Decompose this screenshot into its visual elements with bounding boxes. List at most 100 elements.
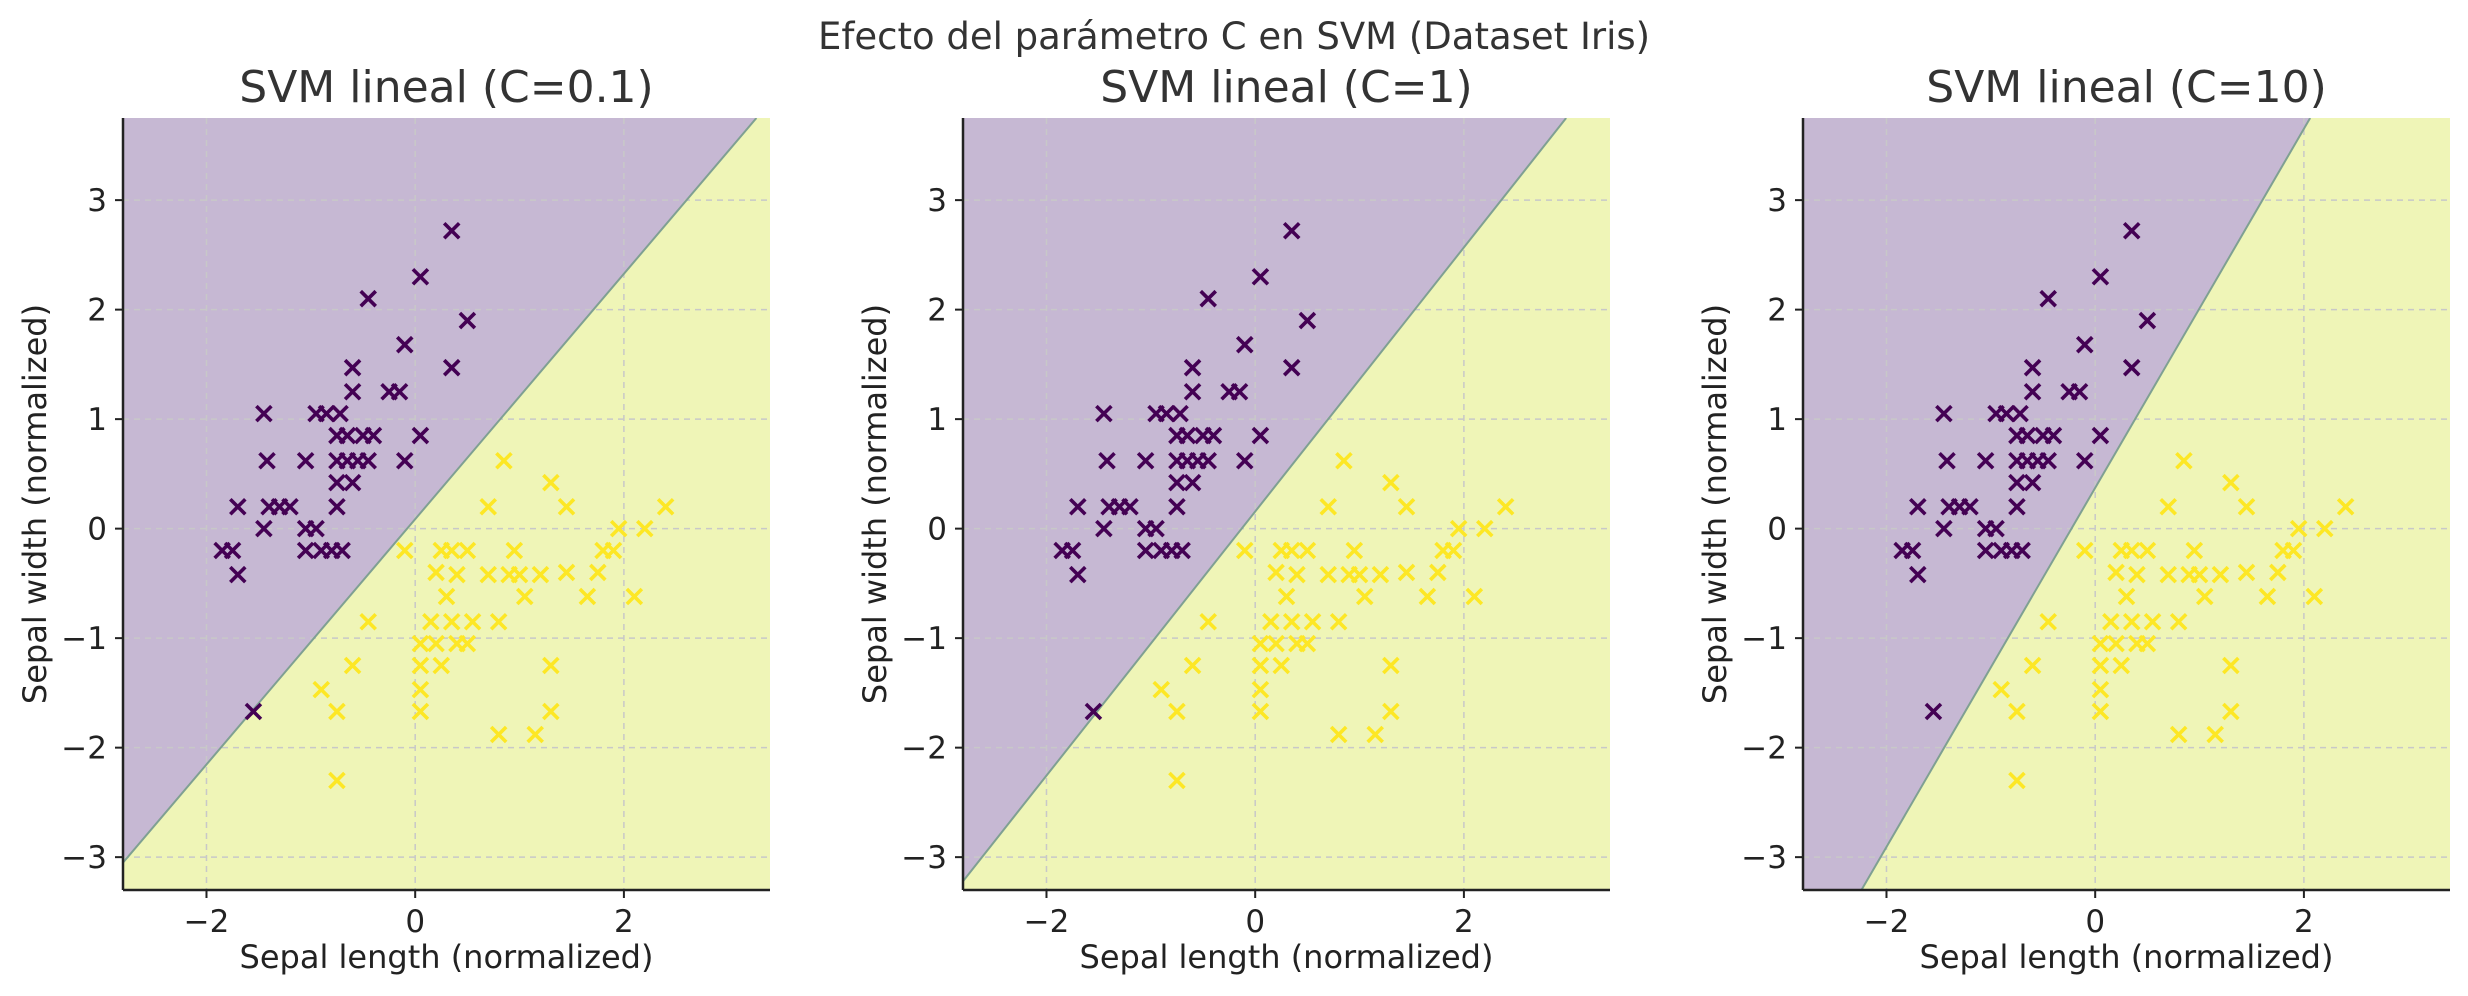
x-tick-label: −2 bbox=[1024, 904, 1070, 940]
data-point-class1 bbox=[2237, 563, 2256, 582]
data-point-class0 bbox=[255, 404, 273, 423]
y-tick-label: 1 bbox=[1767, 402, 1787, 438]
data-point-class1 bbox=[2039, 612, 2058, 631]
data-point-class1 bbox=[1267, 563, 1285, 582]
data-point-class1 bbox=[2091, 702, 2110, 721]
data-point-class1 bbox=[2159, 565, 2178, 584]
data-point-class0 bbox=[442, 358, 461, 377]
y-tick-label: −3 bbox=[1741, 840, 1787, 876]
data-point-class1 bbox=[1418, 587, 1437, 606]
y-tick-label: 1 bbox=[927, 402, 947, 438]
data-point-class1 bbox=[1329, 612, 1348, 631]
data-point-class1 bbox=[2258, 587, 2277, 606]
data-point-class1 bbox=[1199, 612, 1218, 631]
data-point-class0 bbox=[1095, 519, 1113, 538]
subplot-2: −2 0 2 −3 −2 −1 0 1 2 3 SVM lineal (C=1) Sepal leng… bbox=[856, 62, 1610, 976]
data-point-class1 bbox=[1496, 497, 1515, 516]
data-point-class1 bbox=[1449, 519, 1468, 538]
data-point-class0 bbox=[395, 335, 414, 354]
data-point-class0 bbox=[2008, 473, 2026, 492]
data-point-class0 bbox=[343, 473, 362, 492]
data-point-class1 bbox=[542, 702, 560, 721]
data-point-class1 bbox=[2195, 587, 2214, 606]
y-tick-label: −2 bbox=[61, 731, 107, 767]
y-tick-label: 3 bbox=[1767, 183, 1787, 219]
y-tick-label: −1 bbox=[1741, 621, 1787, 657]
data-point-class0 bbox=[2091, 426, 2110, 445]
data-point-class1 bbox=[1272, 656, 1291, 675]
data-point-class1 bbox=[2185, 541, 2204, 560]
region-class0 bbox=[1803, 118, 2311, 890]
data-point-class1 bbox=[2169, 612, 2188, 631]
x-tick-label: −2 bbox=[184, 904, 230, 940]
data-point-class1 bbox=[2284, 541, 2303, 560]
data-point-class1 bbox=[427, 563, 445, 582]
data-point-class0 bbox=[331, 404, 349, 423]
data-point-class1 bbox=[479, 565, 498, 584]
data-point-class1 bbox=[489, 725, 508, 744]
subplot-title: SVM lineal (C=10) bbox=[1926, 62, 2326, 113]
y-tick-label: 3 bbox=[927, 183, 947, 219]
data-point-class0 bbox=[1183, 382, 1202, 401]
data-point-class1 bbox=[422, 612, 440, 631]
data-point-class0 bbox=[1183, 473, 1202, 492]
x-tick-label: −2 bbox=[1864, 904, 1910, 940]
data-point-class1 bbox=[2128, 565, 2146, 584]
x-axis-label: Sepal length (normalized) bbox=[240, 938, 654, 976]
data-point-class1 bbox=[427, 634, 445, 653]
data-point-class1 bbox=[557, 563, 576, 582]
data-point-class1 bbox=[1288, 565, 1306, 584]
data-point-class0 bbox=[1976, 541, 1995, 560]
data-point-class0 bbox=[229, 497, 247, 516]
data-point-class1 bbox=[2206, 725, 2224, 744]
data-point-class0 bbox=[1298, 311, 1317, 330]
y-tick-label: 2 bbox=[87, 293, 107, 329]
data-point-class0 bbox=[2075, 335, 2094, 354]
x-axis-label: Sepal length (normalized) bbox=[1080, 938, 1494, 976]
data-point-class0 bbox=[328, 497, 346, 516]
data-point-class0 bbox=[1157, 404, 1176, 423]
data-point-class1 bbox=[609, 519, 628, 538]
data-point-class0 bbox=[2070, 382, 2089, 401]
data-point-class1 bbox=[1366, 725, 1384, 744]
data-point-class0 bbox=[2122, 358, 2141, 377]
data-point-class0 bbox=[307, 519, 325, 538]
data-point-class1 bbox=[395, 541, 414, 560]
data-point-class0 bbox=[2023, 358, 2042, 377]
data-point-class1 bbox=[1345, 541, 1364, 560]
data-point-class1 bbox=[1355, 587, 1374, 606]
data-point-class1 bbox=[1382, 656, 1400, 675]
data-point-class1 bbox=[531, 565, 550, 584]
data-point-class1 bbox=[2122, 612, 2141, 631]
data-point-class0 bbox=[1136, 451, 1155, 470]
data-point-class1 bbox=[2091, 656, 2110, 675]
data-point-class0 bbox=[390, 382, 409, 401]
data-point-class0 bbox=[2008, 497, 2026, 516]
data-point-class1 bbox=[1168, 702, 1186, 721]
data-point-class1 bbox=[1350, 565, 1369, 584]
data-point-class1 bbox=[1319, 565, 1338, 584]
data-point-class0 bbox=[395, 451, 414, 470]
data-point-class1 bbox=[656, 497, 675, 516]
data-point-class0 bbox=[1069, 497, 1087, 516]
data-point-class1 bbox=[437, 587, 456, 606]
data-point-class1 bbox=[2122, 541, 2141, 560]
y-tick-label: −2 bbox=[1741, 731, 1787, 767]
data-point-class0 bbox=[2039, 451, 2058, 470]
data-point-class1 bbox=[1152, 680, 1171, 699]
data-point-class1 bbox=[2222, 702, 2240, 721]
data-point-class0 bbox=[1251, 426, 1270, 445]
y-tick-label: −3 bbox=[901, 840, 947, 876]
data-point-class1 bbox=[2091, 634, 2110, 653]
data-point-class1 bbox=[411, 656, 430, 675]
data-point-class0 bbox=[1178, 426, 1197, 445]
data-point-class1 bbox=[328, 702, 346, 721]
data-point-class0 bbox=[2075, 451, 2094, 470]
data-point-class1 bbox=[1235, 541, 1254, 560]
data-point-class1 bbox=[1251, 680, 1270, 699]
data-point-class1 bbox=[1444, 541, 1463, 560]
data-point-class0 bbox=[229, 565, 247, 584]
data-point-class0 bbox=[343, 358, 362, 377]
data-point-class1 bbox=[328, 771, 346, 790]
data-point-class1 bbox=[2008, 702, 2026, 721]
